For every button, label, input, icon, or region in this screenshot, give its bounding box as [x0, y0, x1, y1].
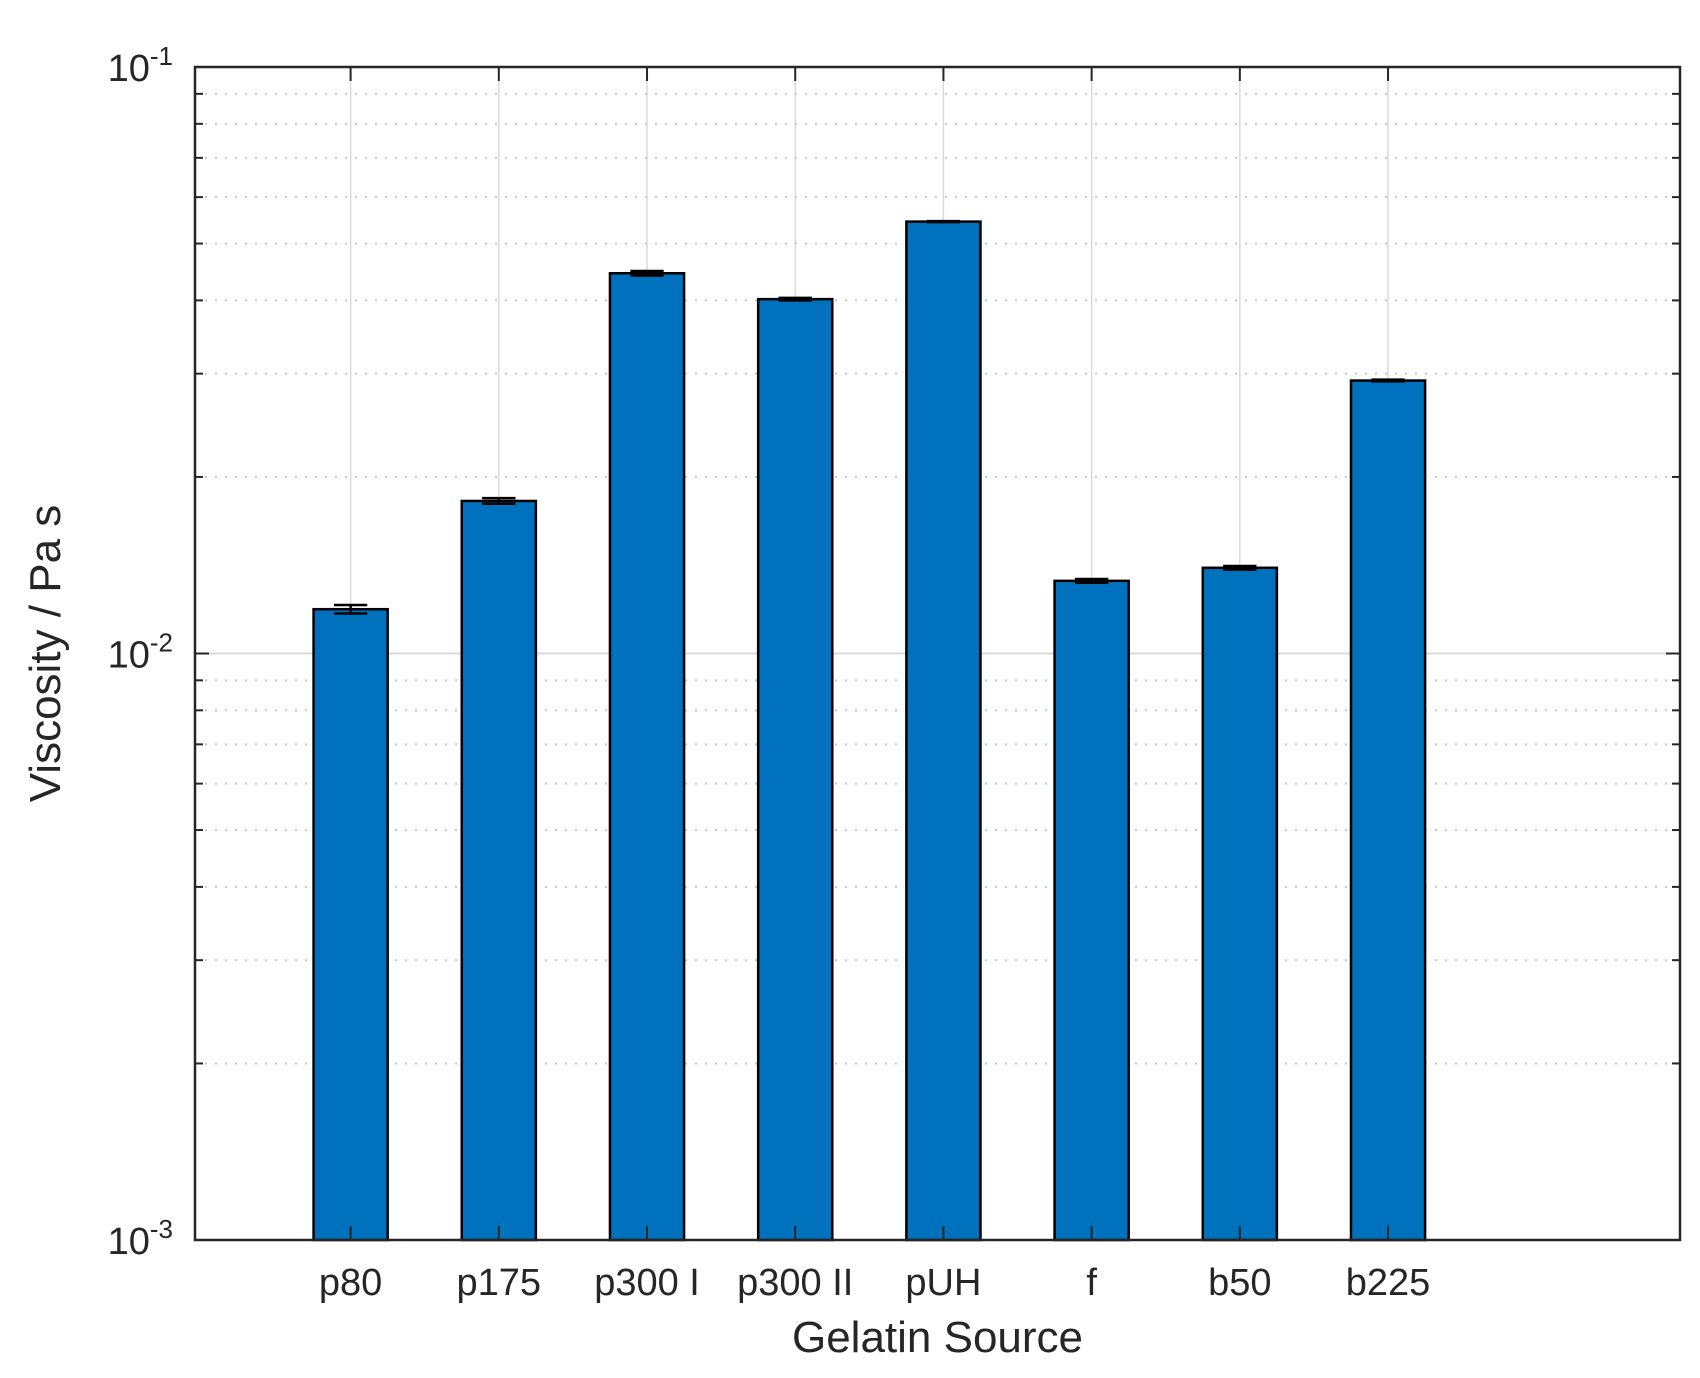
x-axis-label: Gelatin Source	[792, 1313, 1083, 1362]
ticks	[195, 67, 1680, 1241]
x-tick-label: b50	[1208, 1262, 1271, 1304]
bars	[312, 219, 1427, 1242]
bar-p80	[312, 607, 389, 1242]
bar-p300-II	[756, 297, 834, 1242]
y-tick-label: 10-1	[108, 41, 173, 90]
bar-f	[1053, 579, 1130, 1242]
bar-pUH	[905, 220, 982, 1242]
x-tick-label: p300 I	[594, 1262, 700, 1304]
x-tick-label: p175	[457, 1262, 542, 1304]
x-tick-label: f	[1086, 1262, 1097, 1304]
tick-labels: p80 p175 p300 I p300 II pUH f b50 b225 10-3 10-2 1…	[108, 41, 1431, 1304]
bar-b50	[1201, 566, 1279, 1242]
bar-b225	[1349, 379, 1427, 1242]
bar-p300-I	[608, 271, 686, 1242]
x-tick-label: p80	[319, 1262, 382, 1304]
y-tick-label: 10-2	[108, 628, 173, 677]
x-tick-label: b225	[1346, 1262, 1431, 1304]
x-tick-label: p300 II	[737, 1262, 853, 1304]
x-tick-label: pUH	[905, 1262, 981, 1304]
y-axis-label: Viscosity / Pa s	[21, 505, 70, 803]
y-tick-label: 10-3	[108, 1214, 173, 1263]
bar-p175	[460, 499, 538, 1242]
